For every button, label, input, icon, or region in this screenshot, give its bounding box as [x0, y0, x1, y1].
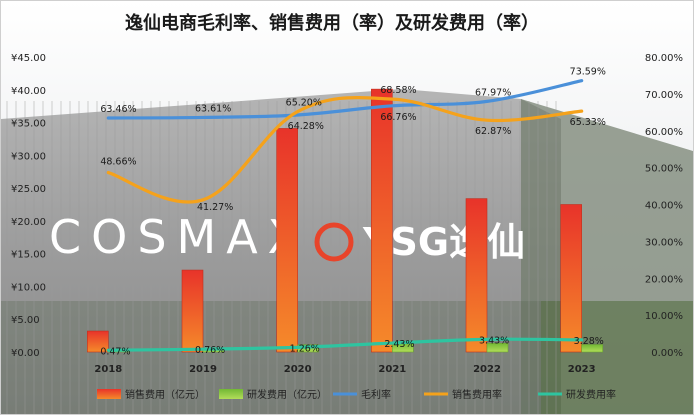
data-label: 73.59%: [570, 67, 606, 78]
bars: [87, 88, 603, 353]
sales-expense-bar: [276, 128, 298, 353]
legend-label: 销售费用率: [452, 388, 502, 401]
data-label: 65.20%: [286, 98, 322, 109]
x-tick-label: 2023: [568, 364, 596, 375]
legend-label: 研发费用（亿元）: [247, 388, 327, 401]
y-right-tick-label: 30.00%: [645, 237, 683, 248]
data-label: 63.46%: [100, 104, 136, 115]
y-right-tick-label: 50.00%: [645, 164, 683, 175]
x-tick-label: 2019: [189, 364, 217, 375]
y-left-tick-label: ¥10.00: [11, 282, 46, 293]
y-left-tick-label: ¥30.00: [11, 151, 46, 162]
x-tick-label: 2022: [473, 364, 501, 375]
series-lines: [106, 79, 584, 352]
sales-expense-bar: [181, 269, 204, 353]
sales-expense-bar: [87, 330, 109, 353]
gross-margin-line: [106, 79, 584, 120]
y-left-tick-label: ¥45.00: [11, 53, 46, 64]
data-label: 66.76%: [380, 112, 416, 123]
data-label: 68.58%: [380, 85, 416, 96]
sales-expense-bar: [465, 198, 488, 353]
y-left-tick-label: ¥25.00: [11, 184, 46, 195]
x-axis: 2018 2019 2020 2021 2022 2023: [94, 364, 595, 375]
legend-label: 销售费用（亿元）: [125, 388, 205, 401]
rd-expense-rate-line: [106, 337, 584, 352]
chart-title: 逸仙电商毛利率、销售费用（率）及研发费用（率）: [125, 12, 539, 34]
legend-label: 研发费用率: [566, 388, 616, 401]
y-left-tick-label: ¥5.00: [11, 315, 40, 326]
data-label: 63.61%: [195, 103, 231, 114]
y-left-tick-label: ¥15.00: [11, 250, 46, 261]
sales-expense-bar: [371, 88, 393, 353]
data-label: 1.26%: [290, 343, 320, 354]
background-logo-emblem: [314, 222, 354, 262]
left-axis: ¥0.00 ¥5.00 ¥10.00 ¥15.00 ¥20.00 ¥25.00 ¥30.00…: [11, 53, 46, 359]
sales-expense-bar: [560, 204, 582, 353]
data-label: 0.47%: [100, 346, 130, 357]
x-tick-label: 2020: [284, 364, 312, 375]
data-label: 48.66%: [100, 157, 136, 168]
data-label: 65.33%: [570, 117, 606, 128]
y-right-tick-label: 10.00%: [645, 311, 683, 322]
y-right-tick-label: 80.00%: [645, 53, 683, 64]
data-labels: 63.46% 63.61% 64.28% 66.76% 67.97% 73.59% 48.6…: [100, 67, 606, 358]
y-left-tick-label: ¥40.00: [11, 86, 46, 97]
legend-swatch: [97, 389, 121, 399]
data-label: 3.28%: [574, 336, 604, 347]
data-label: 3.43%: [479, 335, 509, 346]
data-label: 2.43%: [384, 339, 414, 350]
rd-expense-bar: [486, 342, 509, 353]
y-right-tick-label: 20.00%: [645, 274, 683, 285]
y-right-tick-label: 70.00%: [645, 90, 683, 101]
x-tick-label: 2021: [378, 364, 406, 375]
rd-expense-bar: [581, 344, 603, 353]
sales-expense-rate-line: [106, 96, 584, 204]
data-label: 67.97%: [475, 87, 511, 98]
data-label: 0.76%: [195, 345, 225, 356]
background-logo-cosmax: COSMAX: [49, 210, 309, 264]
y-left-tick-label: ¥20.00: [11, 217, 46, 228]
y-right-tick-label: 60.00%: [645, 127, 683, 138]
data-label: 64.28%: [288, 121, 324, 132]
x-tick-label: 2018: [94, 364, 122, 375]
y-right-tick-label: 40.00%: [645, 201, 683, 212]
legend-swatch: [219, 389, 243, 399]
right-axis: 0.00% 10.00% 20.00% 30.00% 40.00% 50.00% 60.00…: [645, 53, 683, 359]
y-left-tick-label: ¥0.00: [11, 348, 40, 359]
legend-label: 毛利率: [361, 388, 391, 401]
y-right-tick-label: 0.00%: [651, 348, 683, 359]
data-label: 41.27%: [197, 202, 233, 213]
data-label: 62.87%: [475, 126, 511, 137]
legend: 销售费用（亿元） 研发费用（亿元） 毛利率 销售费用率 研发费用率: [97, 388, 616, 401]
y-left-tick-label: ¥35.00: [11, 119, 46, 130]
